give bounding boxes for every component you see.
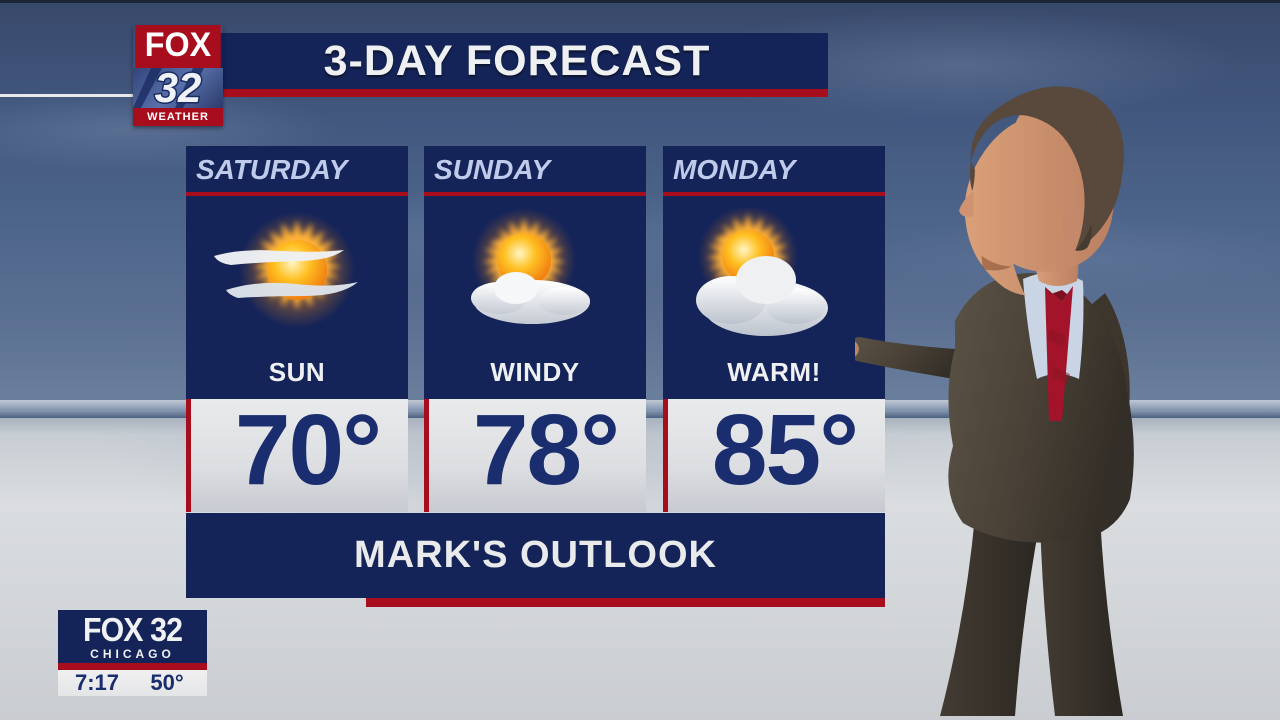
svg-text:32: 32 — [155, 68, 202, 108]
